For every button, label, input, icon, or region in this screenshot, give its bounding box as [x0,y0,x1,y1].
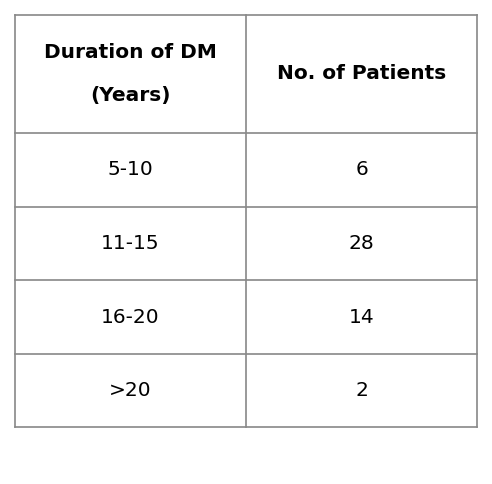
Text: 28: 28 [349,234,374,253]
Text: Duration of DM: Duration of DM [44,43,217,61]
Text: 5-10: 5-10 [108,160,153,180]
Text: 14: 14 [349,307,374,327]
Text: 6: 6 [355,160,368,180]
Text: 16-20: 16-20 [101,307,160,327]
Text: >20: >20 [109,381,152,400]
Text: (Years): (Years) [90,86,171,105]
Text: 11-15: 11-15 [101,234,160,253]
Text: No. of Patients: No. of Patients [277,64,446,83]
Text: 2: 2 [355,381,368,400]
